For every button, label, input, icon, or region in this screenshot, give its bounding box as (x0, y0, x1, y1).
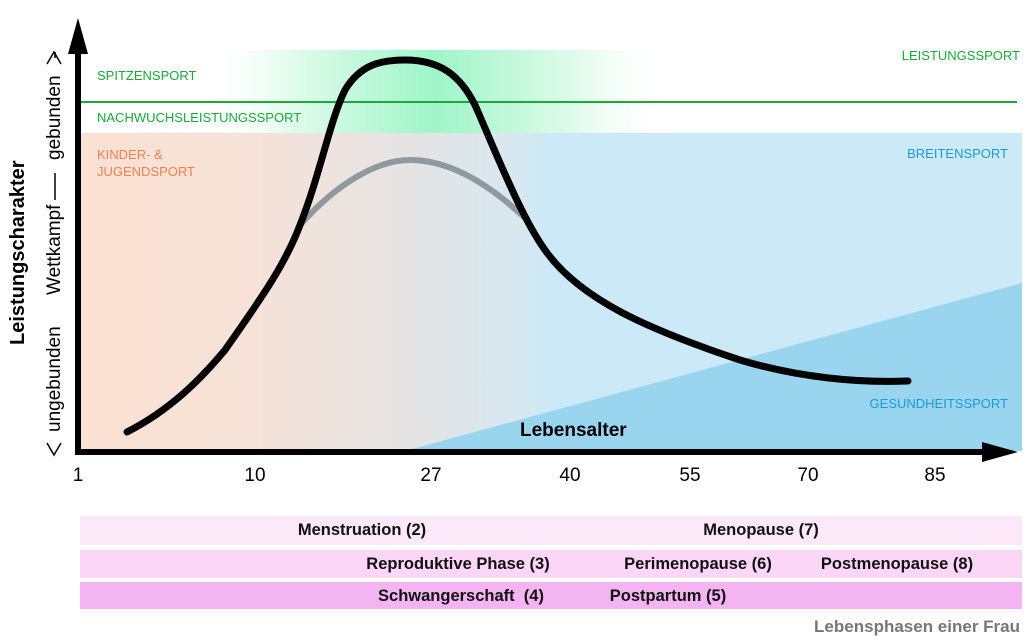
x-axis-arrow-icon (982, 442, 1018, 462)
phase-schwangerschaft: Schwangerschaft (4) (378, 587, 544, 605)
phase-reproduktive: Reproduktive Phase (3) (366, 555, 550, 573)
phase-row-2 (80, 550, 1022, 578)
y-axis-top-label: gebunden (44, 75, 65, 160)
y-scale-arrow-icon (46, 50, 62, 457)
zone-spitzensport: SPITZENSPORT (97, 68, 197, 83)
phase-postpartum: Postpartum (5) (609, 587, 727, 605)
secondary-curve (297, 156, 528, 227)
x-tick: 10 (244, 465, 265, 486)
performance-curve (123, 56, 912, 436)
y-axis-arrow-icon (68, 18, 88, 54)
x-axis-title: Lebensalter (520, 420, 627, 441)
x-tick: 27 (420, 465, 441, 486)
gesundheitssport-area (405, 283, 1022, 451)
phase-menopause: Menopause (7) (703, 521, 819, 539)
x-tick: 55 (679, 465, 700, 486)
zone-gesundheitssport: GESUNDHEITSSPORT (870, 396, 1009, 411)
x-tick: 85 (924, 465, 945, 486)
zone-breitensport: BREITENSPORT (907, 146, 1008, 161)
y-axis-bottom-label: ungebunden (44, 326, 65, 432)
x-tick: 1 (73, 465, 84, 486)
zone-leistungssport: LEISTUNGSSPORT (902, 48, 1020, 63)
y-axis-title: Leistungscharakter (7, 160, 29, 345)
caption: Lebensphasen einer Frau (814, 617, 1020, 636)
phase-row-3 (80, 582, 1022, 609)
y-axis-mid-label: Wettkampf (44, 204, 65, 295)
phase-perimenopause: Perimenopause (6) (624, 555, 772, 573)
x-tick: 70 (797, 465, 818, 486)
zone-kinder-jugendsport-line2: JUGENDSPORT (97, 164, 195, 179)
x-tick: 40 (559, 465, 580, 486)
phase-row-1 (80, 516, 1022, 545)
phase-menstruation: Menstruation (2) (297, 521, 427, 539)
zone-kinder-jugendsport-line1: KINDER- & (97, 147, 163, 162)
zone-nachwuchsleistungssport: NACHWUCHSLEISTUNGSSPORT (97, 110, 301, 125)
phase-postmenopause: Postmenopause (8) (820, 555, 974, 573)
